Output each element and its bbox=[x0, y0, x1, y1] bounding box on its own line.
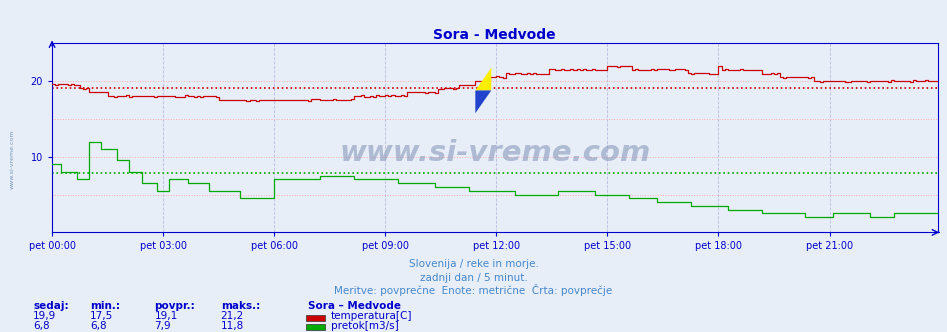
Text: 19,9: 19,9 bbox=[33, 311, 57, 321]
Text: Meritve: povprečne  Enote: metrične  Črta: povprečje: Meritve: povprečne Enote: metrične Črta:… bbox=[334, 284, 613, 296]
Text: 7,9: 7,9 bbox=[154, 321, 171, 331]
Text: 6,8: 6,8 bbox=[33, 321, 50, 331]
Text: sedaj:: sedaj: bbox=[33, 301, 69, 311]
Text: zadnji dan / 5 minut.: zadnji dan / 5 minut. bbox=[420, 273, 527, 283]
Text: temperatura[C]: temperatura[C] bbox=[331, 311, 412, 321]
Polygon shape bbox=[475, 91, 491, 113]
Text: pretok[m3/s]: pretok[m3/s] bbox=[331, 321, 399, 331]
Text: 19,1: 19,1 bbox=[154, 311, 178, 321]
Text: 17,5: 17,5 bbox=[90, 311, 114, 321]
Text: www.si-vreme.com: www.si-vreme.com bbox=[339, 139, 651, 167]
Text: Sora – Medvode: Sora – Medvode bbox=[308, 301, 401, 311]
Title: Sora - Medvode: Sora - Medvode bbox=[434, 28, 556, 42]
Text: Slovenija / reke in morje.: Slovenija / reke in morje. bbox=[408, 259, 539, 269]
Text: maks.:: maks.: bbox=[221, 301, 259, 311]
Polygon shape bbox=[475, 68, 491, 91]
Text: 11,8: 11,8 bbox=[221, 321, 244, 331]
Text: 21,2: 21,2 bbox=[221, 311, 244, 321]
Text: min.:: min.: bbox=[90, 301, 120, 311]
Text: povpr.:: povpr.: bbox=[154, 301, 195, 311]
Text: www.si-vreme.com: www.si-vreme.com bbox=[9, 129, 15, 189]
Text: 6,8: 6,8 bbox=[90, 321, 107, 331]
